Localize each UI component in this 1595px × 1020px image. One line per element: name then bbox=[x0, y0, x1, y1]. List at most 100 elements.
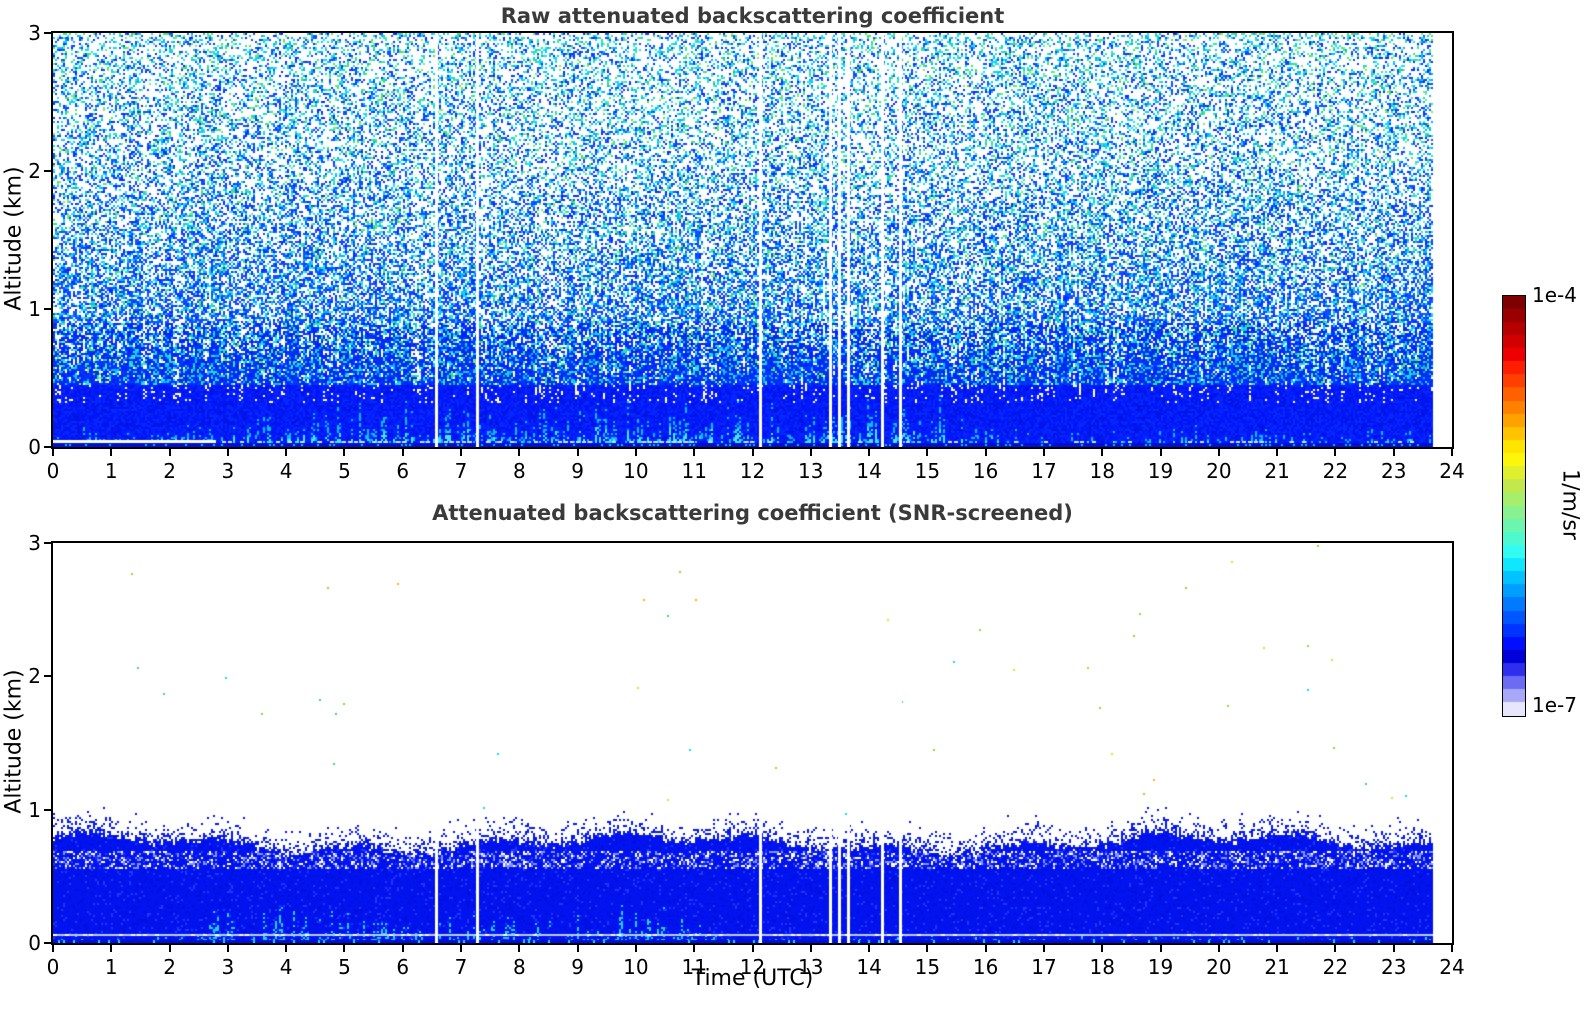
x-tick-label: 15 bbox=[914, 459, 941, 483]
y-tick-label: 2 bbox=[28, 159, 41, 183]
y-tick-mark bbox=[44, 446, 51, 448]
x-tick-label: 12 bbox=[739, 459, 766, 483]
x-tick-label: 17 bbox=[1031, 459, 1057, 483]
x-tick-mark bbox=[460, 945, 463, 952]
screened-panel-title: Attenuated backscattering coefficient (S… bbox=[432, 501, 1073, 525]
raw-panel-title: Raw attenuated backscattering coefficien… bbox=[500, 4, 1005, 28]
x-tick-mark bbox=[1217, 449, 1220, 456]
x-tick-label: 18 bbox=[1089, 459, 1115, 483]
x-tick-label: 14 bbox=[856, 955, 882, 979]
screened-heatmap-canvas bbox=[53, 543, 1452, 943]
y-tick-label: 0 bbox=[28, 435, 41, 459]
x-tick-label: 3 bbox=[221, 459, 235, 483]
x-tick-label: 19 bbox=[1147, 459, 1174, 483]
x-tick-mark bbox=[634, 449, 637, 456]
y-tick-mark bbox=[44, 32, 51, 34]
time-axis-label: Time (UTC) bbox=[691, 966, 814, 991]
y-tick-label: 1 bbox=[28, 797, 41, 822]
y-tick-mark bbox=[44, 942, 51, 944]
x-tick-mark bbox=[1392, 945, 1395, 952]
x-tick-label: 9 bbox=[571, 955, 584, 979]
x-tick-mark bbox=[1042, 945, 1045, 952]
x-tick-mark bbox=[868, 449, 871, 456]
x-tick-mark bbox=[693, 945, 696, 952]
x-tick-label: 23 bbox=[1380, 459, 1407, 483]
x-tick-mark bbox=[1159, 945, 1162, 952]
x-tick-mark bbox=[634, 945, 637, 952]
y-tick-label: 3 bbox=[28, 21, 41, 45]
x-tick-mark bbox=[52, 945, 54, 952]
x-tick-label: 0 bbox=[46, 955, 60, 979]
x-tick-mark bbox=[401, 945, 404, 952]
x-tick-label: 22 bbox=[1322, 955, 1349, 979]
x-tick-mark bbox=[1101, 449, 1104, 456]
x-tick-label: 22 bbox=[1322, 459, 1349, 483]
x-tick-label: 1 bbox=[104, 955, 118, 979]
x-tick-mark bbox=[809, 449, 812, 456]
x-tick-mark bbox=[693, 449, 696, 456]
x-tick-mark bbox=[52, 449, 54, 456]
x-tick-label: 12 bbox=[739, 955, 766, 979]
colorbar-units-label: 1/m/sr bbox=[1557, 469, 1583, 540]
x-tick-label: 19 bbox=[1147, 955, 1174, 979]
x-tick-label: 9 bbox=[571, 459, 584, 483]
x-tick-mark bbox=[1276, 945, 1279, 952]
x-tick-mark bbox=[1217, 945, 1220, 952]
x-tick-mark bbox=[751, 449, 754, 456]
x-tick-label: 10 bbox=[623, 955, 649, 979]
x-tick-mark bbox=[285, 449, 288, 456]
x-tick-mark bbox=[1334, 449, 1337, 456]
x-tick-label: 5 bbox=[338, 459, 351, 483]
x-tick-label: 21 bbox=[1264, 955, 1290, 979]
x-tick-label: 13 bbox=[798, 955, 824, 979]
x-tick-label: 21 bbox=[1264, 459, 1290, 483]
y-tick-mark bbox=[44, 308, 51, 310]
x-tick-mark bbox=[868, 945, 871, 952]
x-tick-mark bbox=[343, 449, 346, 456]
x-tick-mark bbox=[1276, 449, 1279, 456]
colorbar-canvas bbox=[1503, 296, 1525, 716]
x-tick-mark bbox=[1159, 449, 1162, 456]
x-tick-mark bbox=[926, 945, 929, 952]
x-tick-label: 13 bbox=[798, 459, 824, 483]
x-tick-label: 15 bbox=[914, 955, 941, 979]
x-tick-mark bbox=[576, 945, 579, 952]
x-tick-label: 8 bbox=[512, 955, 526, 979]
x-tick-label: 18 bbox=[1089, 955, 1115, 979]
x-tick-label: 17 bbox=[1031, 955, 1057, 979]
x-tick-mark bbox=[926, 449, 929, 456]
y-tick-mark bbox=[44, 170, 51, 172]
x-tick-mark bbox=[401, 449, 404, 456]
y-tick-label: 1 bbox=[28, 297, 41, 321]
y-tick-label: 0 bbox=[28, 931, 41, 955]
y-tick-label: 2 bbox=[28, 664, 41, 689]
x-tick-label: 24 bbox=[1439, 955, 1465, 979]
x-tick-label: 11 bbox=[681, 955, 707, 979]
x-tick-mark bbox=[518, 449, 521, 456]
x-tick-label: 7 bbox=[454, 955, 468, 979]
colorbar-min-label: 1e-7 bbox=[1532, 693, 1577, 717]
x-tick-mark bbox=[809, 945, 812, 952]
x-tick-label: 16 bbox=[972, 459, 999, 483]
x-tick-mark bbox=[226, 945, 229, 952]
x-tick-label: 16 bbox=[972, 955, 999, 979]
colorbar bbox=[1502, 295, 1526, 717]
x-tick-label: 11 bbox=[681, 459, 707, 483]
y-tick-mark bbox=[44, 808, 51, 811]
x-tick-label: 7 bbox=[454, 459, 468, 483]
x-tick-label: 2 bbox=[163, 459, 176, 483]
x-tick-label: 6 bbox=[396, 459, 410, 483]
x-tick-mark bbox=[984, 945, 987, 952]
x-tick-mark bbox=[1334, 945, 1337, 952]
raw-heatmap-canvas bbox=[53, 33, 1452, 447]
y-tick-label: 3 bbox=[28, 531, 41, 555]
x-tick-label: 14 bbox=[856, 459, 882, 483]
x-tick-mark bbox=[110, 945, 113, 952]
y-tick-mark bbox=[44, 675, 51, 678]
raw-panel-plot-area bbox=[51, 31, 1454, 449]
screened-panel-plot-area bbox=[51, 541, 1454, 945]
screened-y-axis-label: Altitude (km) bbox=[1, 669, 27, 814]
x-tick-label: 4 bbox=[279, 459, 293, 483]
x-tick-mark bbox=[110, 449, 113, 456]
x-tick-mark bbox=[751, 945, 754, 952]
